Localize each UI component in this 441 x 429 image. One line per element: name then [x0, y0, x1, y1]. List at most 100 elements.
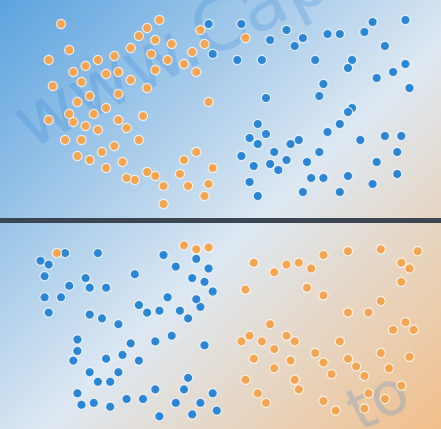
data-point-orange-bottom-6: [269, 267, 280, 278]
data-point-orange-top-12: [92, 124, 104, 136]
data-point-blue-top-8: [334, 28, 345, 40]
data-point-orange-top-21: [109, 140, 120, 152]
data-point-orange-bottom-15: [412, 245, 423, 257]
data-point-orange-top-47: [158, 180, 169, 192]
data-point-orange-top-30: [145, 48, 157, 60]
data-point-orange-top-13: [100, 102, 112, 114]
data-point-orange-bottom-43: [334, 336, 345, 347]
data-point-blue-top-41: [334, 118, 345, 130]
data-point-blue-top-6: [310, 54, 321, 66]
data-point-blue-top-10: [367, 16, 378, 28]
data-point-orange-bottom-17: [375, 295, 386, 307]
data-point-orange-top-19: [100, 162, 112, 174]
data-point-blue-top-27: [260, 128, 272, 140]
data-point-orange-top-37: [195, 24, 206, 36]
data-point-orange-bottom-0: [51, 247, 63, 259]
data-point-blue-top-34: [285, 138, 296, 150]
data-point-blue-bottom-50: [207, 388, 218, 399]
data-point-blue-bottom-14: [141, 307, 153, 318]
data-point-orange-bottom-12: [375, 244, 386, 255]
data-point-orange-bottom-25: [264, 319, 276, 330]
data-point-blue-top-24: [252, 118, 263, 130]
data-point-orange-bottom-21: [363, 307, 374, 318]
data-point-orange-bottom-4: [240, 284, 251, 295]
data-point-blue-top-25: [244, 132, 255, 144]
data-point-orange-bottom-54: [318, 395, 329, 407]
data-point-blue-top-29: [236, 150, 247, 162]
data-point-orange-bottom-30: [281, 330, 292, 341]
data-point-blue-top-19: [314, 90, 325, 102]
data-point-blue-top-35: [293, 134, 304, 146]
data-point-orange-bottom-52: [359, 403, 370, 414]
data-point-orange-bottom-53: [330, 405, 341, 416]
data-point-blue-bottom-57: [92, 247, 104, 259]
data-point-orange-top-63: [240, 32, 251, 44]
data-point-orange-top-17: [84, 154, 95, 166]
data-point-blue-top-31: [264, 158, 276, 170]
data-point-blue-top-3: [281, 24, 292, 36]
bottom-scatter-panel: [35, 240, 423, 422]
data-point-orange-bottom-40: [310, 347, 321, 359]
data-point-orange-top-9: [68, 116, 79, 128]
data-point-orange-top-51: [191, 146, 202, 158]
data-point-orange-top-33: [162, 54, 173, 66]
data-point-blue-top-18: [342, 62, 354, 74]
data-point-orange-bottom-13: [396, 257, 407, 268]
data-point-orange-top-25: [109, 50, 120, 62]
data-point-orange-top-0: [55, 18, 67, 30]
data-point-orange-top-46: [121, 172, 132, 184]
data-point-orange-top-11: [88, 108, 100, 120]
data-point-orange-top-36: [191, 66, 202, 78]
data-point-blue-top-38: [318, 172, 329, 184]
data-point-orange-bottom-19: [387, 324, 399, 336]
data-point-orange-bottom-36: [252, 388, 263, 399]
data-point-blue-top-1: [236, 18, 247, 30]
data-point-orange-bottom-9: [305, 263, 317, 274]
data-point-orange-top-27: [133, 30, 145, 42]
data-point-blue-top-52: [334, 186, 345, 198]
data-point-blue-top-53: [297, 186, 309, 198]
data-point-blue-bottom-2: [39, 271, 50, 282]
data-point-blue-bottom-11: [96, 313, 108, 324]
data-point-blue-bottom-8: [39, 292, 50, 303]
data-point-orange-top-4: [80, 60, 91, 72]
data-point-blue-bottom-16: [154, 305, 165, 316]
data-point-blue-bottom-41: [104, 401, 116, 412]
data-point-blue-top-30: [248, 160, 259, 172]
data-point-orange-bottom-46: [359, 370, 370, 382]
data-point-orange-bottom-22: [342, 307, 354, 318]
data-point-blue-bottom-38: [72, 388, 83, 399]
data-point-orange-bottom-39: [293, 384, 304, 395]
data-point-blue-top-16: [371, 72, 382, 84]
data-point-orange-bottom-3: [203, 242, 214, 253]
data-point-orange-top-29: [154, 14, 165, 26]
data-point-blue-top-11: [379, 40, 391, 52]
data-point-orange-top-3: [68, 66, 79, 78]
data-point-orange-bottom-42: [326, 368, 337, 380]
data-point-orange-top-24: [113, 66, 124, 78]
data-point-blue-bottom-15: [162, 292, 173, 303]
data-point-orange-bottom-8: [293, 257, 304, 268]
data-point-orange-top-14: [76, 134, 87, 146]
data-point-blue-top-50: [367, 178, 378, 190]
data-point-blue-bottom-30: [84, 367, 95, 378]
data-point-blue-top-40: [322, 126, 333, 138]
data-point-orange-top-8: [72, 96, 83, 108]
data-point-blue-bottom-37: [92, 376, 104, 387]
data-point-orange-top-56: [47, 80, 59, 92]
data-point-blue-bottom-10: [84, 309, 95, 320]
data-point-blue-bottom-25: [191, 253, 202, 265]
data-point-orange-top-40: [141, 82, 153, 94]
data-point-orange-bottom-1: [178, 240, 190, 251]
data-point-blue-top-14: [400, 58, 411, 70]
data-point-blue-bottom-54: [199, 340, 210, 351]
data-point-orange-bottom-27: [236, 336, 247, 347]
data-point-orange-top-53: [203, 178, 214, 190]
data-point-orange-top-44: [150, 170, 161, 182]
data-point-orange-bottom-7: [281, 259, 292, 270]
data-point-orange-top-42: [133, 134, 145, 146]
data-point-orange-bottom-2: [191, 244, 202, 255]
data-point-blue-bottom-31: [100, 353, 112, 364]
data-point-orange-top-39: [203, 96, 214, 108]
